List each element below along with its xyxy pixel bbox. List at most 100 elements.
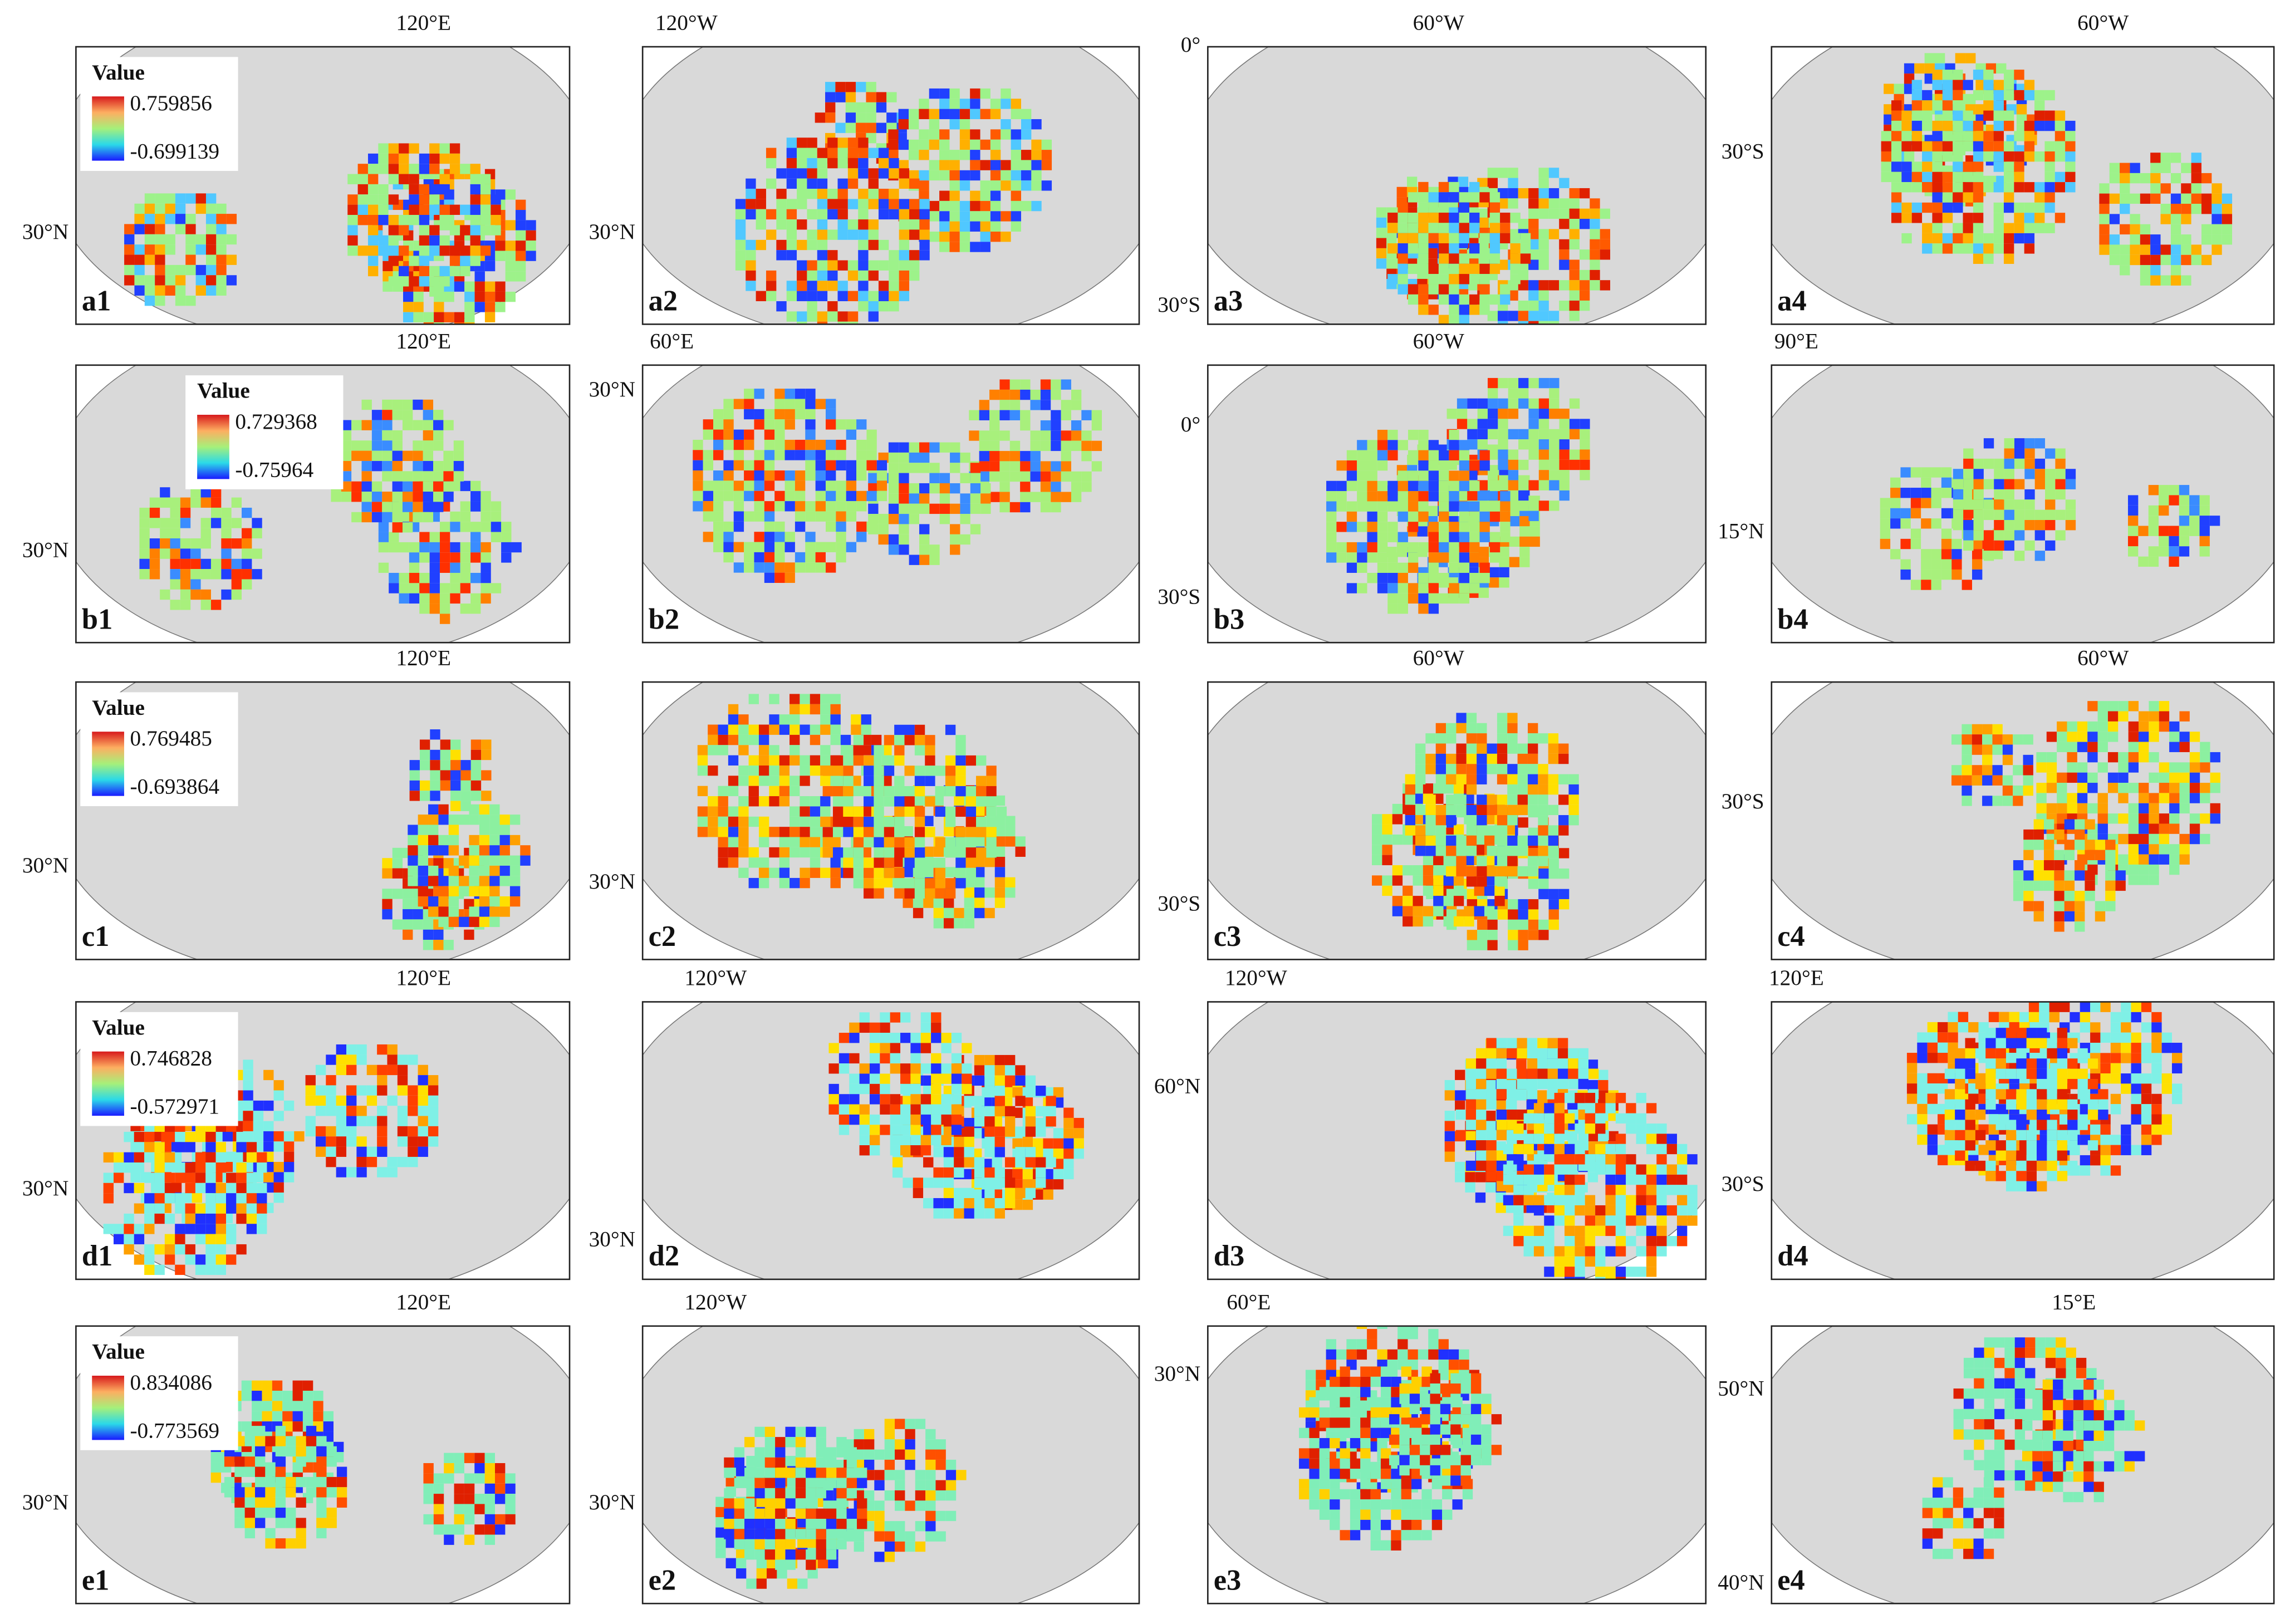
cell <box>945 786 956 797</box>
cell <box>1438 212 1449 223</box>
cell <box>820 724 831 735</box>
cell <box>253 1111 264 1121</box>
cell <box>144 275 155 286</box>
cell <box>1464 793 1474 804</box>
cell <box>346 1064 357 1076</box>
cell <box>738 776 749 786</box>
cell <box>1020 471 1031 482</box>
cell <box>1911 141 1923 152</box>
cell <box>2107 732 2119 742</box>
cell <box>2004 438 2014 449</box>
cell <box>2189 833 2200 845</box>
cell <box>2014 90 2024 101</box>
cell <box>1413 783 1423 794</box>
cell <box>2014 233 2024 244</box>
cell <box>2120 224 2130 235</box>
cell <box>764 409 775 420</box>
cell <box>2014 213 2024 223</box>
cell <box>2109 244 2120 255</box>
lon-label: 60°W <box>1413 329 1465 354</box>
cell <box>1041 150 1052 160</box>
cell <box>919 139 929 150</box>
cell <box>175 1142 185 1152</box>
cell <box>346 1095 357 1106</box>
cell <box>1528 398 1539 409</box>
cell <box>882 877 893 888</box>
cell <box>2023 754 2033 766</box>
cell <box>205 193 217 204</box>
cell <box>149 558 160 570</box>
cell <box>1357 480 1367 492</box>
cell <box>443 940 454 950</box>
cell <box>965 817 977 827</box>
cell <box>1973 479 1984 489</box>
cell <box>2179 505 2190 516</box>
cell <box>2179 793 2190 803</box>
cell <box>786 199 797 209</box>
cell <box>1479 284 1490 295</box>
cell <box>851 714 861 725</box>
cell <box>515 210 526 220</box>
cell <box>950 524 960 534</box>
cell <box>1403 896 1413 906</box>
cell <box>827 209 838 220</box>
cell <box>1942 213 1953 223</box>
cell <box>2064 870 2075 881</box>
cell <box>989 420 1000 431</box>
cell <box>1477 866 1487 877</box>
cell <box>2191 193 2201 204</box>
cell <box>1031 150 1042 160</box>
cell <box>2004 540 2014 551</box>
cell <box>1418 491 1429 502</box>
cell <box>392 847 403 858</box>
cell <box>1600 280 1610 291</box>
cell <box>2045 520 2056 531</box>
cell <box>470 780 482 791</box>
cell <box>2170 265 2181 276</box>
cell <box>2160 163 2171 173</box>
cell <box>939 503 950 514</box>
cell <box>843 766 854 776</box>
cell <box>2024 182 2035 193</box>
cell <box>499 906 510 917</box>
cell <box>899 281 910 291</box>
cell <box>195 264 206 276</box>
cell <box>1499 547 1509 557</box>
cell <box>790 776 800 786</box>
cell <box>1901 202 1912 213</box>
cell <box>1922 120 1933 131</box>
cell <box>1955 53 1966 63</box>
cell <box>1466 815 1477 826</box>
color-bar <box>197 415 229 479</box>
cell <box>2130 173 2140 184</box>
cell <box>1021 200 1032 212</box>
cell <box>990 190 1001 201</box>
cell <box>909 270 920 281</box>
cell <box>1911 213 1923 223</box>
cell <box>134 275 145 286</box>
cell <box>470 184 480 195</box>
cell <box>1538 249 1549 260</box>
cell <box>1973 509 1984 521</box>
cell <box>2097 793 2108 803</box>
cell <box>769 867 779 878</box>
cell <box>180 600 191 610</box>
cell <box>1425 804 1436 816</box>
cell <box>1498 311 1508 321</box>
cell <box>766 209 777 220</box>
cell <box>449 246 460 256</box>
cell <box>1387 212 1398 223</box>
cell <box>1459 315 1469 325</box>
cell <box>1474 885 1484 896</box>
cell <box>756 189 766 199</box>
cell <box>2034 151 2045 162</box>
cell <box>1456 846 1467 856</box>
cell <box>419 225 430 235</box>
cell <box>175 224 186 234</box>
cell <box>165 203 175 214</box>
cell <box>1061 492 1071 502</box>
cell <box>403 899 413 910</box>
cell <box>1528 827 1539 838</box>
cell <box>1528 480 1539 490</box>
